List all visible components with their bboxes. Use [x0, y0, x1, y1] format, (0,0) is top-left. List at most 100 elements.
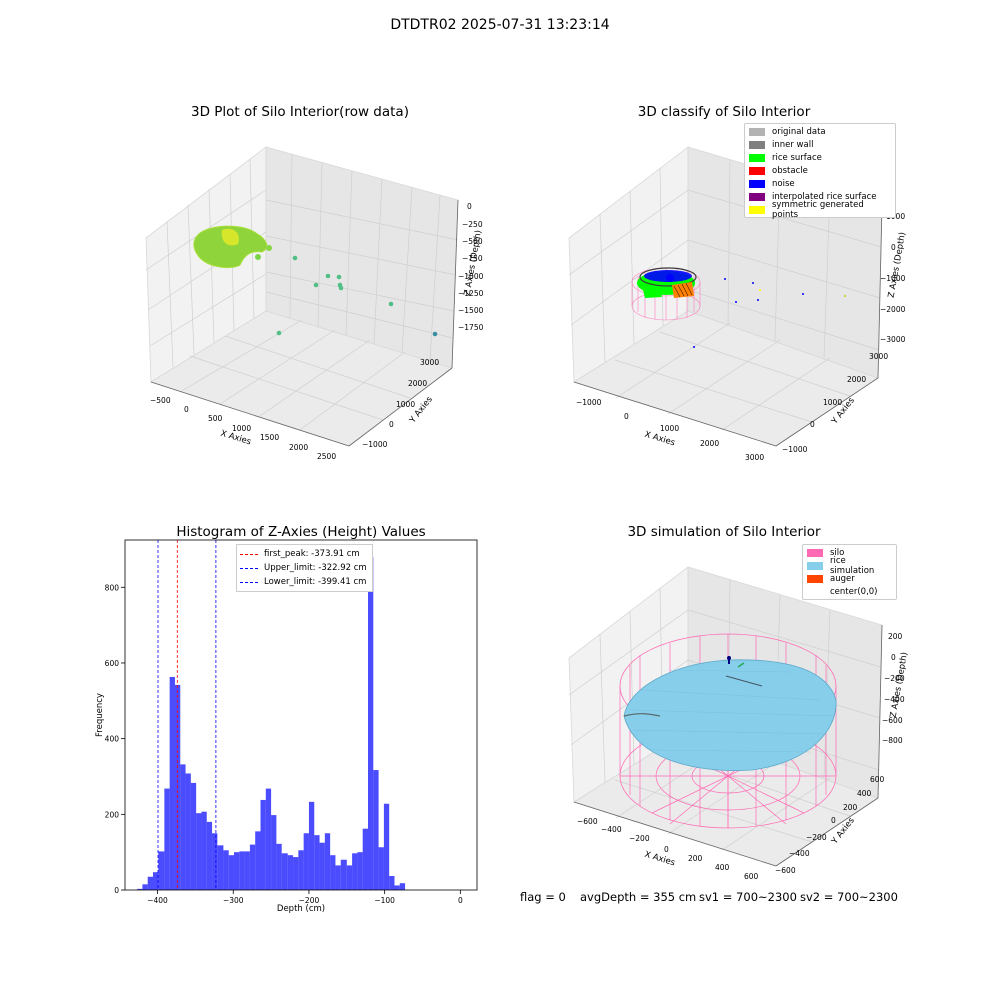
status-flag: flag = 0	[520, 890, 566, 904]
classify-xtick: 2000	[700, 439, 720, 448]
histogram-bar	[212, 833, 218, 890]
histogram-ytick-label: 600	[105, 659, 120, 668]
histogram-bar	[367, 557, 374, 890]
status-avg-depth: avgDepth = 355 cm	[580, 890, 697, 904]
legend-label: first_peak: -373.91 cm	[264, 549, 360, 559]
histogram-xtick-label: 0	[458, 896, 463, 905]
sim-xtick: 200	[688, 854, 703, 863]
status-sv2: sv2 = 700~2300	[800, 890, 898, 904]
histogram-bar	[265, 788, 272, 890]
histogram-bar	[293, 857, 299, 890]
histogram-bar	[158, 851, 165, 890]
histogram-bar	[383, 803, 390, 890]
histogram-bar	[153, 872, 159, 890]
figure-title: DTDTR02 2025-07-31 13:23:14	[390, 17, 610, 33]
histogram-xtick-label: −200	[299, 896, 320, 905]
histogram-bar	[255, 831, 261, 890]
raw-xtick: 2500	[317, 452, 337, 461]
histogram-xlabel: Depth (cm)	[276, 904, 326, 914]
legend-label: noise	[772, 178, 795, 189]
legend-swatch	[749, 166, 765, 175]
raw-xtick: 2000	[289, 443, 309, 452]
raw-plot-title: 3D Plot of Silo Interior(row data)	[191, 104, 409, 120]
legend-item-upper-limit: Upper_limit: -322.92 cm	[240, 561, 367, 575]
histogram-bar	[260, 799, 266, 890]
histogram-xtick-label: −300	[223, 896, 244, 905]
sim-ytick: −200	[806, 833, 827, 842]
sim-xtick: −600	[577, 817, 598, 826]
legend-swatch	[749, 205, 765, 214]
histogram-bar	[223, 850, 229, 890]
raw-ytick: 2000	[408, 379, 428, 388]
sim-ztick: 0	[891, 653, 896, 662]
raw-xtick: 500	[208, 414, 223, 423]
legend-label: obstacle	[772, 165, 808, 176]
raw-ytick: 3000	[420, 358, 440, 367]
raw-ztick: −1750	[458, 323, 484, 332]
histogram-ytick-label: 200	[105, 810, 120, 819]
legend-swatch	[807, 587, 823, 596]
histogram-bar	[147, 876, 154, 890]
histogram-bar	[217, 845, 224, 890]
histogram-bar	[303, 833, 309, 890]
classify-ztick: −2000	[880, 305, 906, 314]
legend-label: Lower_limit: -399.41 cm	[264, 577, 367, 587]
raw-ztick: −250	[462, 220, 483, 229]
histogram-bar	[298, 850, 304, 890]
histogram-bar	[362, 828, 368, 890]
sim-xtick: 600	[744, 872, 759, 881]
raw-ytick: −1000	[362, 440, 388, 449]
legend-swatch	[807, 561, 823, 570]
legend-label: rice simulation	[830, 555, 875, 576]
sim-ytick: 400	[857, 789, 872, 798]
legend-item-obstacle: obstacle	[745, 164, 895, 177]
legend-item-inner-wall: inner wall	[745, 138, 895, 151]
sim-ytick: 200	[843, 803, 858, 812]
legend-swatch	[749, 127, 765, 136]
histogram-bar	[244, 851, 250, 890]
legend-label: auger	[830, 573, 855, 584]
legend-label: silo	[830, 547, 845, 558]
sim-ztick: 200	[888, 632, 903, 641]
histogram-bar	[271, 815, 277, 890]
classify-ytick: 3000	[869, 352, 889, 361]
histogram-frame	[124, 539, 478, 891]
legend-swatch	[807, 548, 823, 557]
sim-ztick: −600	[882, 716, 903, 725]
legend-item-center: center(0,0)	[803, 585, 896, 598]
histogram-bar	[196, 813, 202, 890]
legend-item-first-peak: first_peak: -373.91 cm	[240, 547, 367, 561]
legend-swatch	[749, 153, 765, 162]
raw-xtick: −500	[150, 396, 171, 405]
histogram-ytick-label: 400	[105, 735, 120, 744]
histogram-legend: first_peak: -373.91 cm Upper_limit: -322…	[236, 544, 373, 592]
legend-swatch	[749, 140, 765, 149]
sim-ytick: −400	[789, 849, 810, 858]
legend-item-rice-surface: rice surface	[745, 151, 895, 164]
raw-ytick: 0	[389, 420, 394, 429]
legend-item-auger: auger	[803, 572, 896, 585]
raw-xtick: 1000	[232, 424, 252, 433]
legend-item-interpolated-rice-surface: interpolated rice surface	[745, 190, 895, 203]
classify-ztick: −3000	[880, 335, 906, 344]
classify-ytick: −1000	[782, 445, 808, 454]
histogram-bar	[340, 859, 347, 890]
raw-xtick: 1500	[260, 433, 280, 442]
sim-ztick: −800	[882, 736, 903, 745]
histogram-xtick-label: −400	[147, 896, 168, 905]
legend-label: Upper_limit: -322.92 cm	[264, 563, 367, 573]
sim-xtick: 400	[715, 863, 730, 872]
histogram-bar	[180, 764, 186, 890]
histogram-bar	[324, 833, 331, 890]
classify-xtick: −1000	[576, 398, 602, 407]
sim-ytick: 0	[831, 816, 836, 825]
legend-swatch	[749, 192, 765, 201]
sim-ytick: 600	[870, 775, 885, 784]
raw-ytick: 1000	[396, 400, 416, 409]
histogram-chart: −400 −300 −200 −100 0 0 200 400 600 800	[105, 539, 478, 905]
histogram-bar	[314, 835, 320, 890]
histogram-bar	[228, 855, 235, 890]
legend-line	[240, 553, 258, 555]
histogram-bar	[185, 773, 191, 890]
classify-xtick: 3000	[745, 453, 765, 462]
